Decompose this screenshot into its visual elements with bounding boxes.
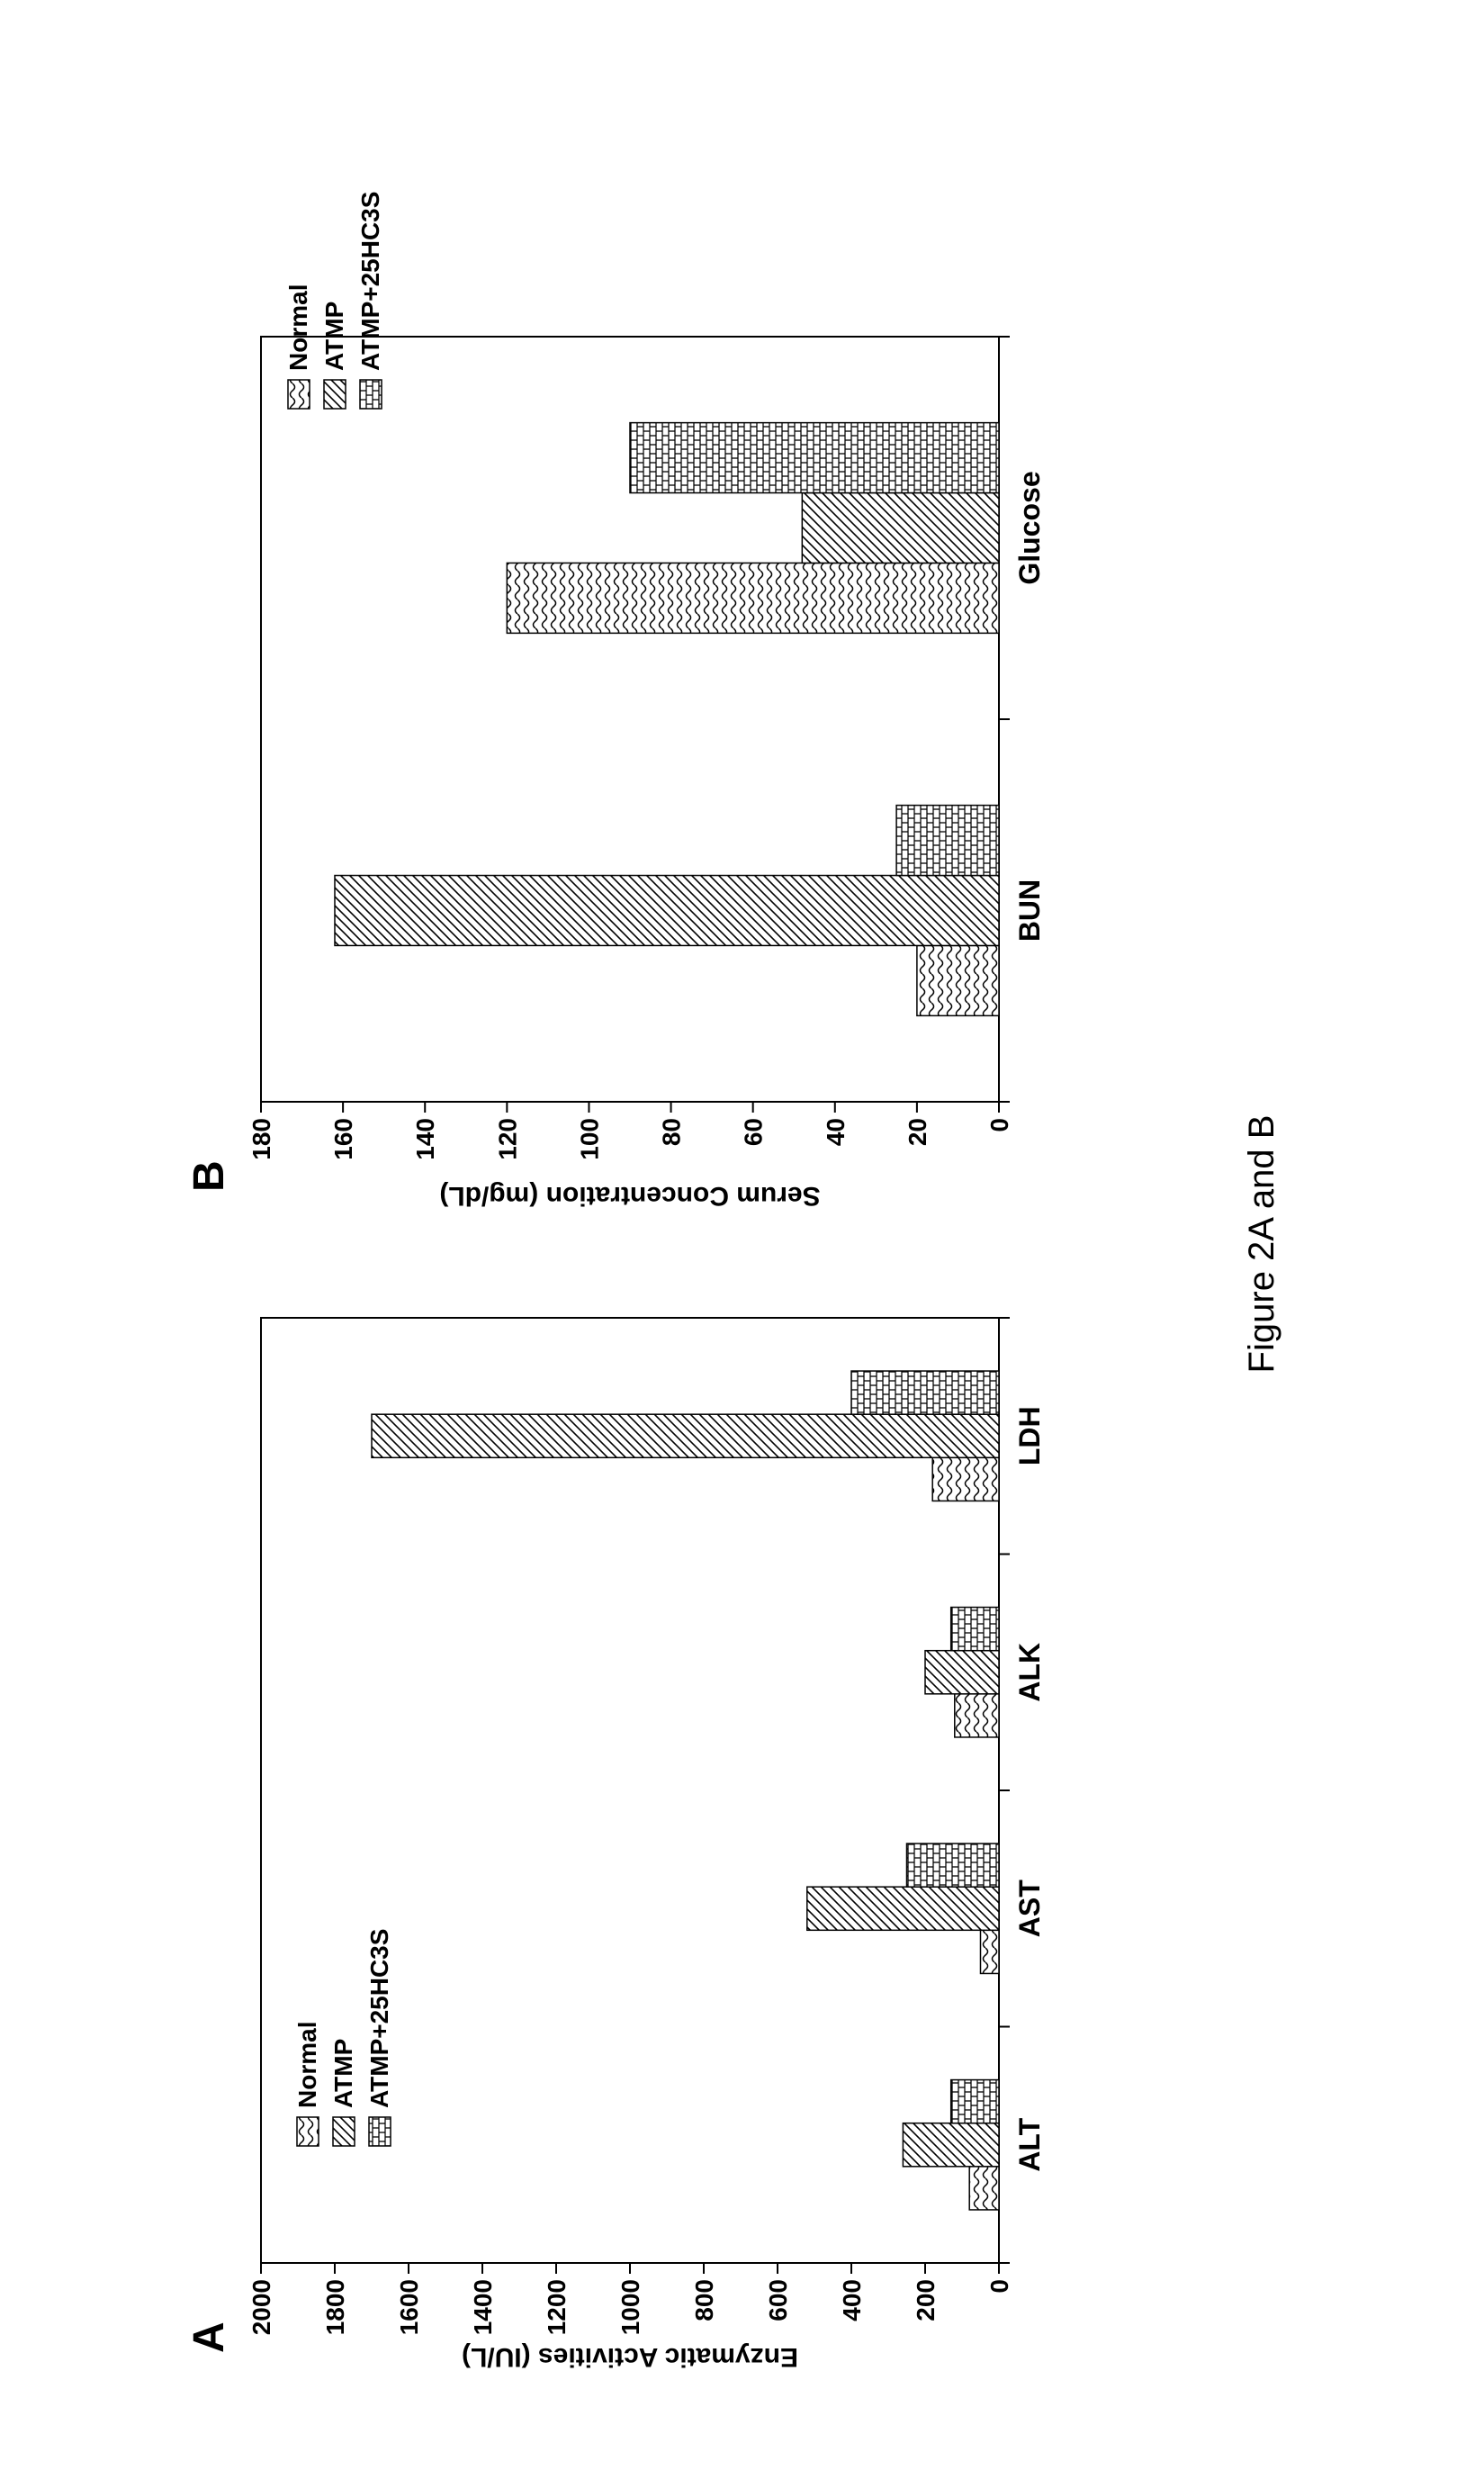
svg-text:80: 80 [658,1118,686,1146]
svg-text:ALK: ALK [1013,1643,1046,1702]
page: A 0200400600800100012001400160018002000E… [0,0,1484,2488]
panel-b: B 020406080100120140160180Serum Concentr… [234,31,1080,1219]
svg-text:Enzymatic Activities (IU/L): Enzymatic Activities (IU/L) [462,2342,798,2372]
panel-b-svg: 0 20 40 60 80 100 120 140 160 180 Serum Concentrat… [234,31,1080,1219]
panel-a: A 0200400600800100012001400160018002000E… [234,1300,1080,2380]
svg-text:20: 20 [904,1118,931,1146]
svg-text:60: 60 [740,1118,768,1146]
svg-text:ATMP: ATMP [320,302,348,371]
svg-text:600: 600 [764,2279,792,2321]
svg-text:1000: 1000 [616,2279,644,2335]
svg-text:140: 140 [411,1118,439,1160]
svg-text:180: 180 [247,1118,275,1160]
svg-text:100: 100 [575,1118,603,1160]
panel-b-chart: 0 20 40 60 80 100 120 140 160 180 Serum Concentrat… [234,31,1080,1219]
svg-text:120: 120 [493,1118,521,1160]
svg-text:40: 40 [822,1118,850,1146]
svg-text:0: 0 [985,1118,1013,1132]
svg-text:ATMP: ATMP [329,2039,357,2108]
svg-text:200: 200 [912,2279,940,2321]
svg-text:Normal: Normal [293,2022,321,2108]
svg-text:1800: 1800 [321,2279,349,2335]
panel-a-label: A [184,2321,234,2353]
svg-text:AST: AST [1013,1880,1046,1937]
figure-caption: Figure 2A and B [1242,0,1282,2488]
svg-text:Glucose: Glucose [1013,471,1046,584]
svg-text:ATMP+25HC3S: ATMP+25HC3S [356,192,384,371]
svg-text:ALT: ALT [1013,2117,1046,2171]
panel-b-label: B [184,1160,234,1192]
svg-text:Normal: Normal [284,284,312,371]
svg-text:160: 160 [329,1118,357,1160]
svg-text:2000: 2000 [247,2279,275,2335]
svg-text:1600: 1600 [395,2279,423,2335]
svg-text:Serum Concentration (mg/dL): Serum Concentration (mg/dL) [439,1181,820,1211]
figure-row: A 0200400600800100012001400160018002000E… [234,130,1134,2380]
panel-a-chart: 0 200 400 600 800 1000 1200 1400 1600 1800 2000 Enz… [234,1300,1080,2380]
svg-text:400: 400 [838,2279,866,2321]
panel-a-svg: 0 200 400 600 800 1000 1200 1400 1600 1800 2000 Enz… [234,1300,1080,2380]
svg-text:1200: 1200 [543,2279,571,2335]
svg-text:800: 800 [690,2279,718,2321]
svg-text:ATMP+25HC3S: ATMP+25HC3S [365,1929,393,2108]
svg-text:LDH: LDH [1013,1406,1046,1465]
svg-text:BUN: BUN [1013,879,1046,942]
svg-text:1400: 1400 [469,2279,497,2335]
svg-text:0: 0 [985,2279,1013,2294]
landscape-canvas: A 0200400600800100012001400160018002000E… [0,0,1484,2488]
